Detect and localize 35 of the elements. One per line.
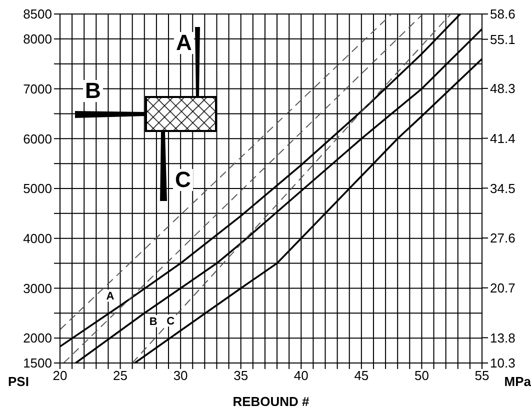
x-axis-title: REBOUND #	[232, 394, 310, 409]
y-tick-label: 1500	[23, 356, 52, 371]
series-label: B	[149, 316, 158, 328]
annotation: B	[83, 78, 103, 103]
y-tick-label: 6000	[23, 131, 52, 146]
x-tick-label: 40	[294, 368, 308, 384]
y-tick-label: 3000	[23, 280, 52, 296]
y2-tick-label: 20.7	[490, 280, 516, 296]
x-tick-label: 55	[474, 368, 490, 384]
y2-tick-label: 58.6	[490, 6, 516, 22]
y-tick-label: 7000	[23, 81, 52, 96]
y-tick-label: 8000	[23, 32, 52, 47]
series-label: A	[106, 290, 114, 303]
y-tick-label: 4000	[23, 230, 52, 246]
y2-tick-label: 41.4	[490, 130, 516, 146]
y2-tick-label: 48.3	[490, 81, 516, 96]
annotation: A	[174, 30, 194, 55]
y-tick-label: 8500	[23, 6, 52, 22]
y2-tick-label: 27.6	[490, 230, 516, 246]
y2-tick-label: 13.8	[490, 330, 516, 346]
y2-tick-label: 10.3	[490, 356, 516, 371]
y-tick-label: 5000	[23, 181, 52, 196]
y2-tick-label: 55.1	[490, 32, 516, 47]
y2-axis-title: MPa	[504, 374, 531, 389]
series-label: C	[166, 316, 175, 328]
x-tick-label: 45	[354, 368, 369, 384]
x-tick-label: 50	[414, 368, 429, 384]
x-tick-label: 35	[234, 368, 248, 384]
x-tick-label: 20	[52, 368, 68, 384]
y2-tick-label: 34.5	[490, 180, 516, 196]
y-tick-label: 2000	[23, 330, 52, 346]
x-tick-label: 25	[113, 368, 128, 384]
y-axis-title: PSI	[8, 374, 29, 389]
x-tick-label: 30	[173, 368, 188, 384]
annotation: C	[173, 167, 193, 192]
